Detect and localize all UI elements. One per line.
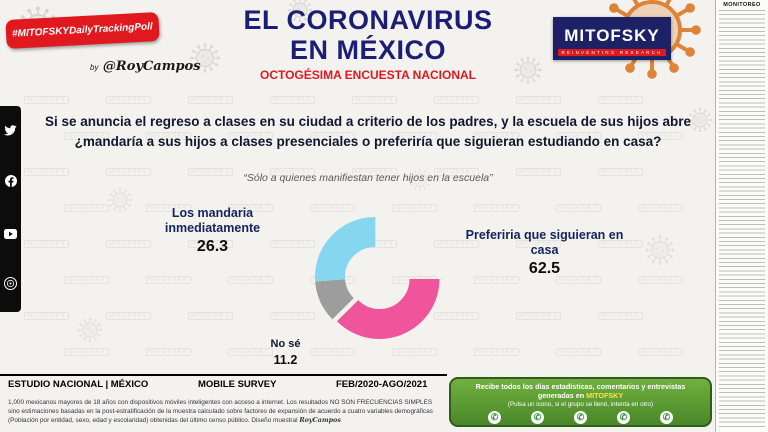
mitofsky-logo-tagline: REINVENTING RESEARCH: [558, 49, 666, 56]
callout-value: 62.5: [528, 260, 561, 277]
methodology-body: 1,000 mexicanos mayores de 18 años con d…: [8, 399, 433, 425]
watermark-chip: MITOFSKY: [598, 96, 643, 104]
watermark-chip: MITOFSKY: [188, 312, 233, 320]
whatsapp-promo-box: Recibe todos los días estadísticas, come…: [449, 377, 712, 427]
callout-send-immediately: Los mandaria inmediatamente 26.3: [130, 206, 295, 256]
watermark-chip: MITOFSKY: [556, 348, 601, 356]
callout-prefer-home: Preferiria que siguieran en casa 62.5: [452, 228, 637, 278]
watermark-chip: MITOFSKY: [24, 312, 69, 320]
watermark-chip: MITOFSKY: [516, 96, 561, 104]
whatsapp-icon-row: ✆ ✆ ✆ ✆ ✆: [451, 411, 710, 424]
monitoreo-panel: MONITOREO: [715, 0, 768, 432]
watermark-chip: MITOFSKY: [638, 276, 683, 284]
watermark-chip: MITOFSKY: [188, 96, 233, 104]
watermark-chip: MITOFSKY: [270, 96, 315, 104]
whatsapp-line1: Recibe todos los días estadísticas, come…: [475, 382, 686, 391]
watermark-chip: MITOFSKY: [64, 348, 109, 356]
title-line-2: EN MÉXICO: [289, 34, 447, 65]
watermark-chip: MITOFSKY: [106, 312, 151, 320]
footer-survey-type: MOBILE SURVEY: [198, 379, 277, 390]
social-strip: [0, 106, 21, 312]
watermark-chip: MITOFSKY: [146, 348, 191, 356]
whatsapp-icon[interactable]: ✆: [574, 411, 587, 424]
title-line-1: EL CORONAVIRUS: [243, 5, 493, 35]
callout-dont-know: No sé 11.2: [238, 338, 333, 367]
callout-label: No sé: [270, 338, 301, 350]
twitter-icon[interactable]: [4, 123, 17, 141]
watermark-chip: MITOFSKY: [352, 96, 397, 104]
watermark-chip: MITOFSKY: [24, 96, 69, 104]
whatsapp-line2: generadas en MITOFSKY: [451, 391, 710, 400]
watermark-chip: MITOFSKY: [64, 204, 109, 212]
watermark-chip: MITOFSKY: [474, 204, 519, 212]
youtube-icon[interactable]: [4, 226, 17, 244]
byline-by: by: [90, 63, 99, 72]
callout-value: 11.2: [273, 353, 298, 368]
page-title: EL CORONAVIRUS EN MÉXICO OCTOGÉSIMA ENCU…: [168, 5, 568, 83]
watermark-chip: MITOFSKY: [516, 312, 561, 320]
footer-period: FEB/2020-AGO/2021: [336, 379, 428, 390]
watermark-chip: MITOFSKY: [598, 312, 643, 320]
roycampos-seal-icon[interactable]: [4, 277, 17, 295]
callout-value: 26.3: [196, 238, 229, 255]
whatsapp-line2-brand: MITOFSKY: [586, 391, 624, 400]
footer-study: ESTUDIO NACIONAL | MÉXICO: [8, 379, 149, 390]
byline: by @RoyCampos: [90, 57, 201, 75]
whatsapp-line2-pre: generadas en: [537, 391, 587, 400]
mitofsky-logo: MITOFSKY REINVENTING RESEARCH: [553, 17, 671, 60]
methodology-text: 1,000 mexicanos mayores de 18 años con d…: [8, 399, 442, 425]
methodology-designer: RoyCampos: [299, 416, 341, 425]
whatsapp-line3: (Pulsa un icono, si el grupo se llenó, i…: [507, 401, 654, 408]
mitofsky-logo-name: MITOFSKY: [564, 26, 660, 45]
watermark-chip: MITOFSKY: [146, 276, 191, 284]
watermark-chip: MITOFSKY: [64, 276, 109, 284]
survey-note: “Sólo a quienes manifiestan tener hijos …: [243, 172, 493, 184]
monitoreo-title: MONITOREO: [723, 2, 761, 8]
donut-chart: [290, 192, 460, 367]
daily-tracking-poll-badge: #MITOFSKYDailyTrackingPoll: [5, 12, 160, 49]
callout-label: Preferiria que siguieran en casa: [465, 228, 624, 257]
whatsapp-icon[interactable]: ✆: [660, 411, 673, 424]
facebook-icon[interactable]: [4, 174, 17, 192]
watermark-chip: MITOFSKY: [24, 240, 69, 248]
whatsapp-icon[interactable]: ✆: [531, 411, 544, 424]
survey-question: Si se anuncia el regreso a clases en su …: [44, 114, 692, 149]
watermark-chip: MITOFSKY: [474, 348, 519, 356]
whatsapp-icon[interactable]: ✆: [488, 411, 501, 424]
watermark-chip: MITOFSKY: [638, 204, 683, 212]
watermark-chip: MITOFSKY: [556, 204, 601, 212]
watermark-chip: MITOFSKY: [638, 348, 683, 356]
watermark-chip: MITOFSKY: [228, 276, 273, 284]
title-subtitle: OCTOGÉSIMA ENCUESTA NACIONAL: [259, 68, 476, 83]
monitoreo-data-rows: [719, 10, 765, 428]
watermark-chip: MITOFSKY: [434, 96, 479, 104]
callout-label: Los mandaria inmediatamente: [164, 206, 261, 235]
badge-text: #MITOFSKYDailyTrackingPoll: [11, 21, 153, 40]
whatsapp-icon[interactable]: ✆: [617, 411, 630, 424]
roycampos-signature: @RoyCampos: [102, 59, 201, 74]
watermark-chip: MITOFSKY: [106, 96, 151, 104]
footer-divider: [0, 374, 447, 376]
